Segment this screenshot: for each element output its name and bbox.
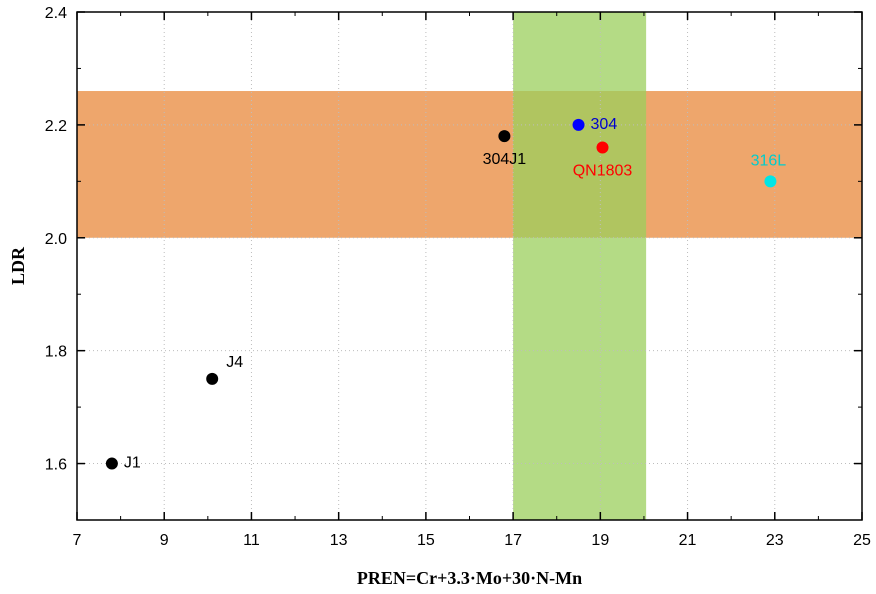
- plot-border: [76, 11, 863, 521]
- horizontal-band: [77, 91, 862, 238]
- data-points: J1 J4 304J1 304 QN1803 316L: [105, 116, 787, 472]
- y-tick-label: 1.8: [45, 344, 67, 361]
- x-tick-label: 21: [679, 532, 697, 549]
- point-qn1803: [596, 141, 609, 154]
- y-tick-label: 1.6: [45, 457, 67, 474]
- point-j4: [206, 372, 219, 385]
- x-tick-label: 7: [73, 532, 82, 549]
- point-label-304j1: 304J1: [483, 151, 527, 168]
- y-tick-label: 2.2: [45, 118, 67, 135]
- x-tick-label: 11: [243, 532, 260, 549]
- x-tick-label: 13: [330, 532, 348, 549]
- x-tick-label: 23: [766, 532, 784, 549]
- y-tick-label: 2.0: [45, 231, 67, 248]
- x-tick-label: 9: [160, 532, 169, 549]
- point-label-j1: J1: [124, 455, 141, 472]
- x-axis-title: PREN=Cr+3.3·Mo+30·N-Mn: [357, 568, 582, 588]
- x-tick-label: 25: [853, 532, 871, 549]
- vertical-band: [513, 12, 647, 520]
- plot-frame: [76, 11, 863, 521]
- point-label-qn1803: QN1803: [573, 162, 633, 179]
- point-316l: [764, 175, 777, 188]
- x-tick-label: 19: [591, 532, 609, 549]
- point-304: [572, 118, 585, 131]
- point-label-316l: 316L: [751, 152, 787, 169]
- point-label-j4: J4: [226, 354, 243, 371]
- point-label-304: 304: [591, 116, 618, 133]
- x-tick-label: 15: [417, 532, 435, 549]
- axis-ticks: 7 9 11 13 15 17 19 21 23 25 1.6 1.8 2.0 2.2 2.4: [45, 5, 871, 549]
- point-j1: [105, 457, 118, 470]
- y-tick-label: 2.4: [45, 5, 67, 22]
- x-tick-label: 17: [504, 532, 522, 549]
- point-304j1: [498, 130, 511, 143]
- grid-lines: [77, 12, 862, 520]
- y-axis-title: LDR: [8, 246, 28, 285]
- highlight-bands: [77, 12, 862, 520]
